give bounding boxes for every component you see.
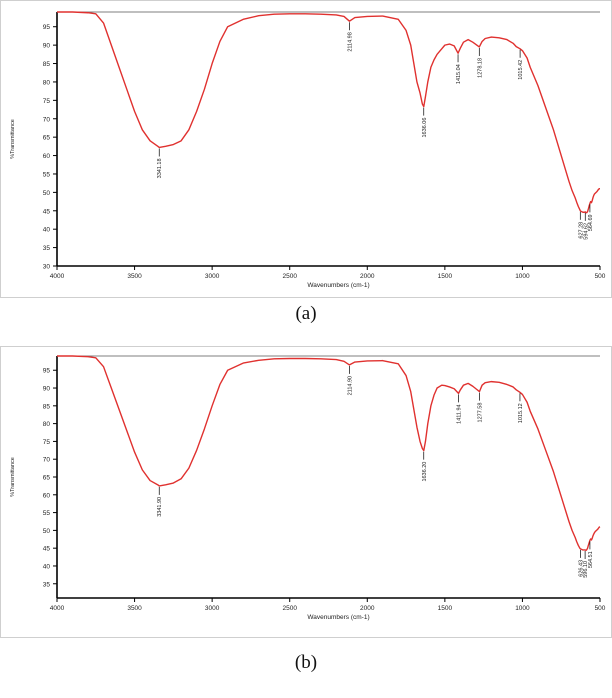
x-tick-label-b: 500 [595,605,606,612]
y-tick-label-a: 65 [43,135,51,142]
x-tick-label-b: 3000 [205,605,220,612]
y-tick-label-a: 85 [43,61,51,68]
peak-label-b: 1636.20 [422,462,428,482]
y-tick-label-a: 90 [43,43,51,50]
spectrum-chart-b: 35 40 45 50 55 60 65 70 75 80 85 90 95 4000 3500 3000 25… [0,346,612,638]
peak-label-a: 564.69 [588,214,594,231]
y-tick-label-a: 55 [43,171,51,178]
y-tick-label-b: 90 [43,386,51,393]
x-tick-label-a: 3000 [205,273,220,280]
spectrum-chart-a: 30 35 40 45 50 55 60 65 70 75 80 85 90 95 4000 3500 3000… [0,0,612,298]
x-tick-label-b: 1000 [515,605,530,612]
x-tick-label-b: 3500 [127,605,142,612]
y-tick-label-a: 50 [43,190,51,197]
peak-label-a: 1015.42 [518,60,524,80]
spectrum-line-a [57,11,600,214]
y-tick-label-a: 75 [43,98,51,105]
peak-label-b: 1015.12 [518,403,524,423]
x-tick-label-a: 3500 [127,273,142,280]
y-tick-label-a: 70 [43,116,51,123]
y-tick-label-b: 45 [43,546,51,553]
peak-label-b: 626.43 [578,560,584,577]
x-tick-label-a: 2500 [282,273,297,280]
x-tick-label-b: 2000 [360,605,375,612]
x-tick-label-b: 4000 [50,605,65,612]
y-tick-label-b: 65 [43,475,51,482]
x-tick-label-a: 1500 [438,273,453,280]
x-axis-label-a: Wavenumbers (cm-1) [307,282,369,289]
y-tick-label-a: 35 [43,245,51,252]
peak-label-a: 1278.18 [477,58,483,78]
x-tick-label-a: 2000 [360,273,375,280]
peak-label-a: 594.62 [583,223,589,240]
x-tick-label-b: 2500 [282,605,297,612]
y-tick-label-b: 55 [43,510,51,517]
x-axis-label-b: Wavenumbers (cm-1) [307,614,369,621]
y-tick-label-b: 75 [43,439,51,446]
peak-label-b: 1277.58 [477,403,483,423]
peak-label-b: 3341.90 [157,497,163,517]
y-tick-label-b: 80 [43,421,51,428]
x-tick-label-a: 1000 [515,273,530,280]
caption-b: (b) [294,652,318,673]
y-axis-label-b: %Transmittance [10,457,16,497]
y-tick-label-b: 35 [43,581,51,588]
y-tick-label-a: 95 [43,24,51,31]
y-tick-label-a: 30 [43,264,51,271]
x-tick-label-a: 4000 [50,273,65,280]
peak-label-a: 1636.06 [422,118,428,138]
y-tick-label-b: 50 [43,528,51,535]
y-tick-label-b: 85 [43,403,51,410]
x-tick-label-b: 1500 [438,605,453,612]
y-tick-label-b: 60 [43,492,51,499]
spectrum-chart-b-svg: 35 40 45 50 55 60 65 70 75 80 85 90 95 4000 3500 3000 25… [0,346,612,638]
chart-frame-a [0,0,612,298]
y-tick-label-b: 70 [43,457,51,464]
peak-label-a: 2114.98 [347,32,353,51]
peak-label-b: 2114.90 [347,376,353,395]
peak-label-a: 627.28 [578,222,584,239]
y-tick-label-a: 60 [43,153,51,160]
peak-label-a: 1415.04 [456,64,462,84]
y-axis-label-a: %Transmittance [10,119,16,159]
peak-label-b: 564.51 [588,551,594,568]
spectrum-line-b [57,355,601,552]
y-tick-label-a: 80 [43,79,51,86]
peak-label-a: 3341.18 [157,158,163,178]
chart-frame-b [0,346,612,638]
caption-a: (a) [295,303,317,324]
peak-label-b: 1411.94 [457,404,463,423]
y-tick-label-a: 40 [43,227,51,234]
x-tick-label-a: 500 [595,273,606,280]
y-tick-label-b: 95 [43,368,51,375]
peak-label-b: 596.10 [583,561,589,578]
y-tick-label-a: 45 [43,208,51,215]
y-tick-label-b: 40 [43,563,51,570]
spectrum-chart-a-svg: 30 35 40 45 50 55 60 65 70 75 80 85 90 95 4000 3500 3000… [0,0,612,298]
